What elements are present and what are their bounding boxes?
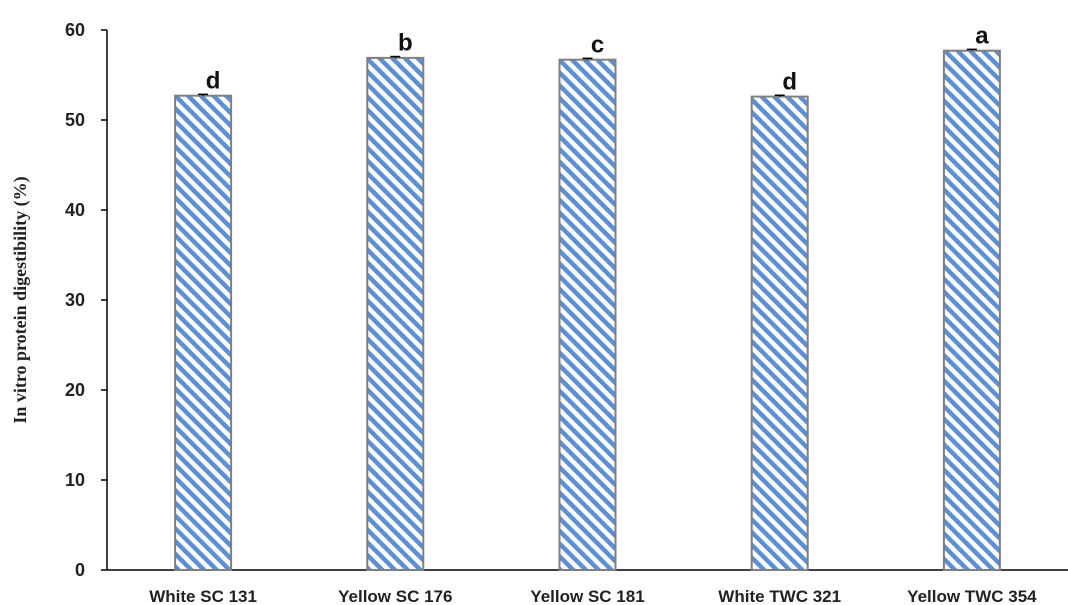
significance-letters: d b c d a [206, 22, 989, 95]
significance-letter: a [975, 22, 989, 49]
significance-letter: b [398, 30, 413, 57]
y-tick-label: 10 [65, 470, 85, 490]
bars [174, 48, 1001, 571]
y-tick-label: 40 [65, 200, 85, 220]
x-tick-labels: White SC 131 Yellow SC 176 Yellow SC 181 Wh… [149, 587, 1037, 605]
y-tick-label: 0 [75, 560, 85, 580]
bar [750, 95, 809, 571]
significance-letter: d [206, 67, 221, 94]
x-tick-label: Yellow SC 176 [338, 587, 452, 605]
y-axis-label: In vitro protein digestibility (%) [10, 176, 31, 423]
bar [942, 49, 1001, 571]
significance-letter: c [591, 31, 604, 58]
bar [366, 56, 425, 571]
significance-letter: d [782, 68, 797, 95]
x-tick-label: White TWC 321 [718, 587, 841, 605]
x-tick-label: Yellow SC 181 [530, 587, 644, 605]
y-tick-label: 30 [65, 290, 85, 310]
y-tick-label: 20 [65, 380, 85, 400]
bar [558, 58, 617, 571]
x-tick-label: Yellow TWC 354 [907, 587, 1037, 605]
bar [174, 94, 233, 571]
y-tick-label: 50 [65, 110, 85, 130]
y-tick-label: 60 [65, 20, 85, 40]
x-tick-label: White SC 131 [149, 587, 257, 605]
y-tick-labels: 0 10 20 30 40 50 60 [65, 20, 107, 580]
